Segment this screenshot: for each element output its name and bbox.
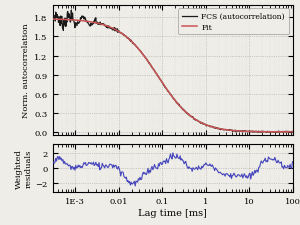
Y-axis label: Norm. autocorrelation: Norm. autocorrelation xyxy=(22,23,30,118)
Y-axis label: Weighted
residuals: Weighted residuals xyxy=(15,148,33,188)
FCS (autocorrelation) xyxy=(160,81,163,83)
FCS (autocorrelation) xyxy=(70,10,73,12)
FCS (autocorrelation) xyxy=(232,130,236,132)
Fit xyxy=(231,130,235,132)
Fit xyxy=(291,131,294,134)
FCS (autocorrelation) xyxy=(51,13,54,16)
FCS (autocorrelation) xyxy=(274,131,278,134)
FCS (autocorrelation) xyxy=(94,19,97,22)
FCS (autocorrelation) xyxy=(212,126,215,129)
X-axis label: Lag time [ms]: Lag time [ms] xyxy=(138,208,207,217)
Legend: FCS (autocorrelation), Fit: FCS (autocorrelation), Fit xyxy=(178,9,289,35)
FCS (autocorrelation) xyxy=(113,27,116,30)
Line: FCS (autocorrelation): FCS (autocorrelation) xyxy=(52,11,292,133)
Fit xyxy=(211,126,214,129)
Line: Fit: Fit xyxy=(52,20,292,132)
Fit xyxy=(192,117,196,120)
FCS (autocorrelation) xyxy=(291,131,294,134)
Fit xyxy=(93,22,97,25)
Fit xyxy=(159,80,163,83)
Fit xyxy=(51,19,54,21)
Fit xyxy=(112,28,116,31)
FCS (autocorrelation) xyxy=(193,118,196,121)
